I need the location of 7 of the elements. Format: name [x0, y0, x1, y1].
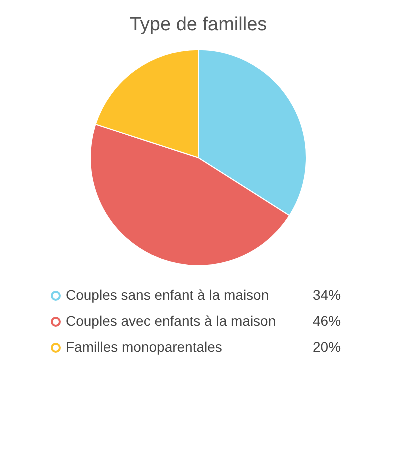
- data-label: 34%: [313, 287, 342, 303]
- legend-label: Couples sans enfant à la maison: [66, 287, 270, 303]
- data-label: 46%: [313, 313, 342, 329]
- data-label: 20%: [313, 339, 342, 355]
- legend-label: Couples avec enfants à la maison: [66, 313, 276, 329]
- chart-title: Type de familles: [130, 14, 268, 36]
- legend-label: Familles monoparentales: [66, 339, 222, 355]
